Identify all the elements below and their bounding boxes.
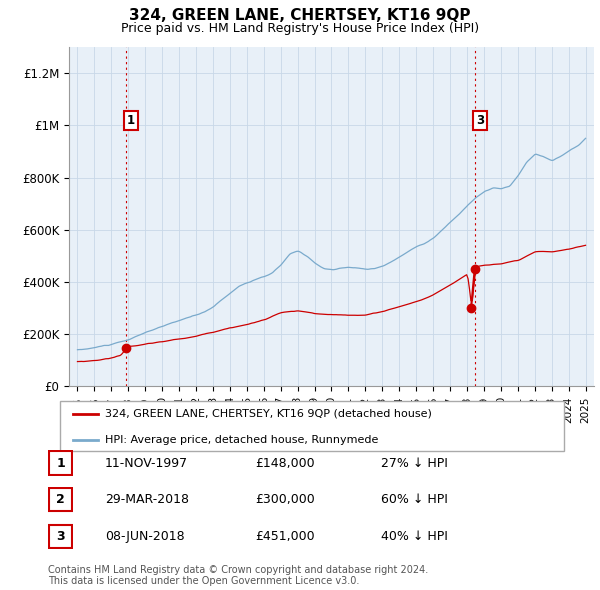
Text: Price paid vs. HM Land Registry's House Price Index (HPI): Price paid vs. HM Land Registry's House … [121,22,479,35]
Text: 3: 3 [56,530,65,543]
Text: £451,000: £451,000 [255,530,314,543]
Text: HPI: Average price, detached house, Runnymede: HPI: Average price, detached house, Runn… [106,435,379,445]
FancyBboxPatch shape [49,525,72,548]
Text: 40% ↓ HPI: 40% ↓ HPI [381,530,448,543]
Text: 2: 2 [56,493,65,506]
Text: 08-JUN-2018: 08-JUN-2018 [105,530,185,543]
Text: Contains HM Land Registry data © Crown copyright and database right 2024.: Contains HM Land Registry data © Crown c… [48,565,428,575]
Text: 1: 1 [127,114,135,127]
Text: £148,000: £148,000 [255,457,314,470]
Text: 1: 1 [56,457,65,470]
FancyBboxPatch shape [49,451,72,475]
FancyBboxPatch shape [49,488,72,512]
Text: 29-MAR-2018: 29-MAR-2018 [105,493,189,506]
FancyBboxPatch shape [60,401,564,451]
Text: 324, GREEN LANE, CHERTSEY, KT16 9QP: 324, GREEN LANE, CHERTSEY, KT16 9QP [129,8,471,22]
Text: 27% ↓ HPI: 27% ↓ HPI [381,457,448,470]
Text: 60% ↓ HPI: 60% ↓ HPI [381,493,448,506]
Text: 324, GREEN LANE, CHERTSEY, KT16 9QP (detached house): 324, GREEN LANE, CHERTSEY, KT16 9QP (det… [106,409,432,419]
Text: 11-NOV-1997: 11-NOV-1997 [105,457,188,470]
Text: This data is licensed under the Open Government Licence v3.0.: This data is licensed under the Open Gov… [48,576,359,586]
Text: 3: 3 [476,114,484,127]
Text: £300,000: £300,000 [255,493,315,506]
